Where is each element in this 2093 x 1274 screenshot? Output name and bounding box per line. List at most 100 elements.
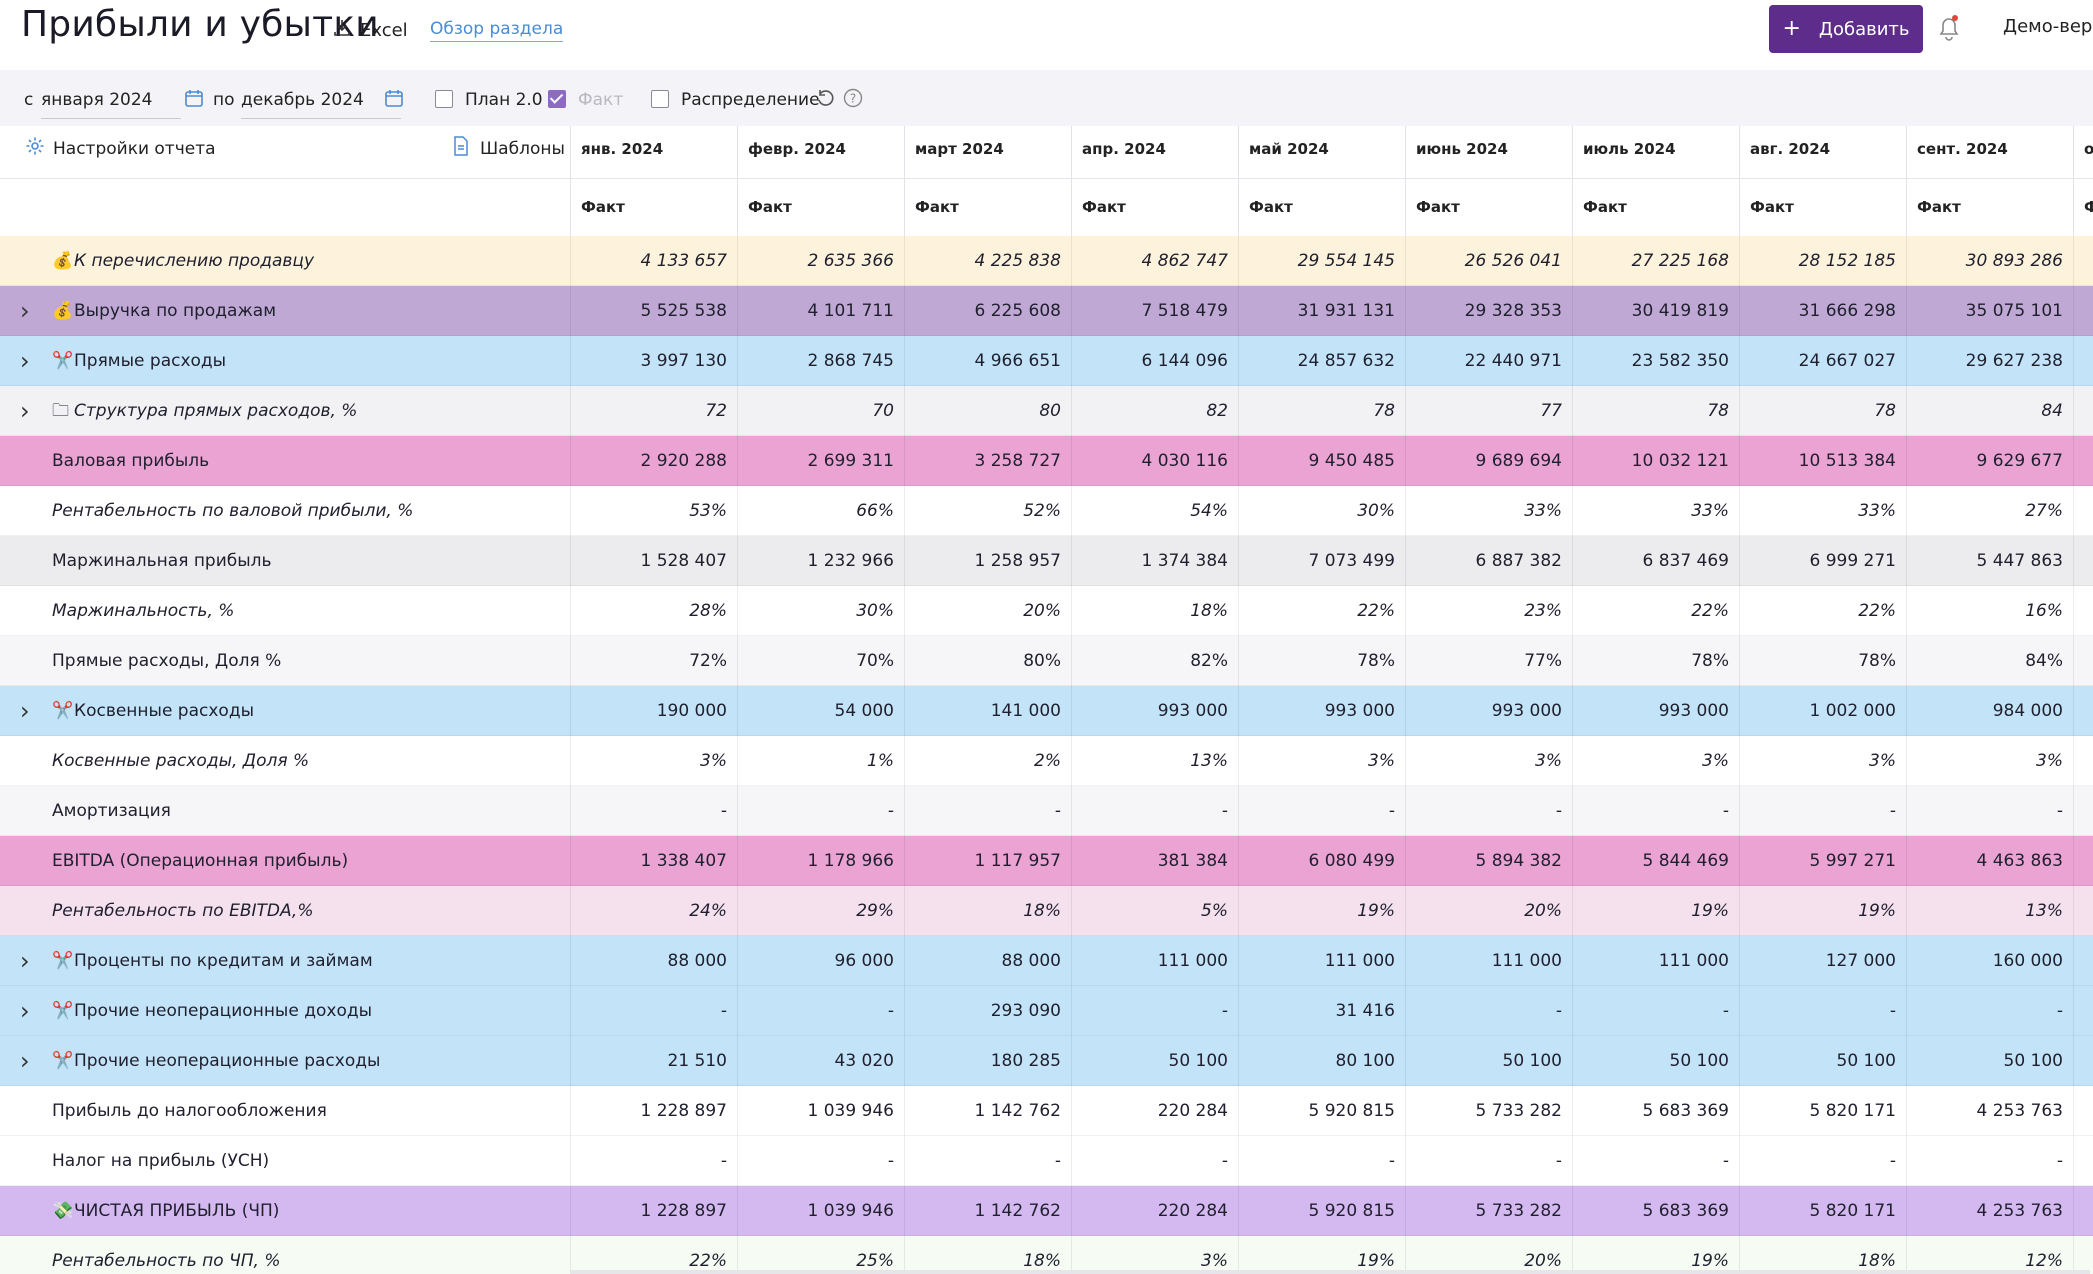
report-settings-button[interactable]: Настройки отчета — [25, 136, 216, 161]
table-row[interactable]: › ✂️Проценты по кредитам и займам 88 000 96… — [0, 936, 2093, 986]
table-cell[interactable]: 22% — [570, 1236, 737, 1274]
table-cell[interactable]: 30 893 286 — [1906, 236, 2073, 286]
demo-version-label[interactable]: Демо-верс — [2003, 16, 2093, 37]
table-cell[interactable]: 27% — [1906, 486, 2073, 536]
table-cell[interactable]: - — [1071, 986, 1238, 1036]
table-cell[interactable]: 29 627 238 — [1906, 336, 2073, 386]
table-cell[interactable]: - — [1739, 986, 1906, 1036]
table-cell[interactable]: 22% — [1739, 586, 1906, 636]
table-cell[interactable]: 1 178 966 — [737, 836, 904, 886]
table-cell[interactable]: 3% — [1405, 736, 1572, 786]
table-cell[interactable]: 7 073 499 — [1238, 536, 1405, 586]
table-cell[interactable]: 1 374 384 — [1071, 536, 1238, 586]
table-cell[interactable]: 4 253 763 — [1906, 1186, 2073, 1236]
table-cell[interactable]: - — [737, 786, 904, 836]
table-cell[interactable]: 1 338 407 — [570, 836, 737, 886]
table-cell[interactable]: 7 518 479 — [1071, 286, 1238, 336]
table-cell[interactable]: 220 284 — [1071, 1086, 1238, 1136]
reset-icon[interactable] — [815, 88, 835, 112]
table-cell[interactable]: 5 920 815 — [1238, 1186, 1405, 1236]
table-cell[interactable]: 72% — [570, 636, 737, 686]
table-cell[interactable]: 4 225 838 — [904, 236, 1071, 286]
table-cell[interactable]: - — [1071, 1136, 1238, 1186]
table-cell[interactable]: 78% — [1739, 636, 1906, 686]
table-cell[interactable]: - — [1906, 786, 2073, 836]
table-cell[interactable]: - — [570, 786, 737, 836]
table-cell[interactable]: 3% — [1071, 1236, 1238, 1274]
table-cell[interactable]: 10 032 121 — [1572, 436, 1739, 486]
table-cell[interactable]: - — [1739, 1136, 1906, 1186]
table-cell[interactable]: 26 526 041 — [1405, 236, 1572, 286]
table-cell[interactable]: - — [1572, 786, 1739, 836]
table-cell[interactable]: - — [1238, 1136, 1405, 1186]
table-cell[interactable]: - — [1238, 786, 1405, 836]
table-row[interactable]: › ✂️Прочие неоперационные доходы - -293 090… — [0, 986, 2093, 1036]
plan-checkbox[interactable] — [435, 90, 453, 108]
table-cell[interactable]: 25% — [737, 1236, 904, 1274]
table-cell[interactable]: 4 463 863 — [1906, 836, 2073, 886]
table-cell[interactable]: 50 100 — [1405, 1036, 1572, 1086]
table-cell[interactable]: 5 920 815 — [1238, 1086, 1405, 1136]
table-cell[interactable]: 50 100 — [1071, 1036, 1238, 1086]
table-cell[interactable]: 50 100 — [1739, 1036, 1906, 1086]
table-cell[interactable]: 84% — [1906, 636, 2073, 686]
table-cell[interactable]: 52% — [904, 486, 1071, 536]
table-cell[interactable]: 993 000 — [1238, 686, 1405, 736]
table-cell[interactable]: 220 284 — [1071, 1186, 1238, 1236]
table-cell[interactable]: 18% — [904, 1236, 1071, 1274]
table-cell[interactable]: 111 000 — [1071, 936, 1238, 986]
table-cell[interactable]: 22% — [1572, 586, 1739, 636]
table-cell[interactable]: 3% — [1739, 736, 1906, 786]
table-cell[interactable]: 19% — [1572, 886, 1739, 936]
table-cell[interactable]: 993 000 — [1572, 686, 1739, 736]
table-cell[interactable]: 190 000 — [570, 686, 737, 736]
table-cell[interactable]: 5 683 369 — [1572, 1186, 1739, 1236]
table-cell[interactable]: 33% — [1405, 486, 1572, 536]
table-cell[interactable]: 70% — [737, 636, 904, 686]
table-cell[interactable]: 50 100 — [1572, 1036, 1739, 1086]
table-cell[interactable]: 4 253 763 — [1906, 1086, 2073, 1136]
table-cell[interactable]: 3% — [570, 736, 737, 786]
table-cell[interactable]: 28 152 185 — [1739, 236, 1906, 286]
table-cell[interactable]: - — [1906, 986, 2073, 1036]
table-cell[interactable]: 2 699 311 — [737, 436, 904, 486]
distribution-checkbox[interactable] — [651, 90, 669, 108]
table-cell[interactable]: 1 002 000 — [1739, 686, 1906, 736]
table-row[interactable]: › ✂️Косвенные расходы 190 000 54 000 141 000… — [0, 686, 2093, 736]
table-cell[interactable]: 16% — [1906, 586, 2073, 636]
table-row[interactable]: › ✂️Прямые расходы 3 997 130 2 868 745 4 966… — [0, 336, 2093, 386]
table-cell[interactable]: 78% — [1572, 636, 1739, 686]
table-cell[interactable]: 80 100 — [1238, 1036, 1405, 1086]
table-cell[interactable]: 27 225 168 — [1572, 236, 1739, 286]
table-cell[interactable]: 6 837 469 — [1572, 536, 1739, 586]
table-cell[interactable]: 5% — [1071, 886, 1238, 936]
notifications-bell-icon[interactable] — [1935, 13, 1963, 47]
table-cell[interactable]: - — [904, 786, 1071, 836]
table-cell[interactable]: 78 — [1572, 386, 1739, 436]
table-cell[interactable]: 77 — [1405, 386, 1572, 436]
table-cell[interactable]: 111 000 — [1572, 936, 1739, 986]
table-cell[interactable]: 5 447 863 — [1906, 536, 2073, 586]
table-cell[interactable]: 70 — [737, 386, 904, 436]
table-cell[interactable]: 10 513 384 — [1739, 436, 1906, 486]
date-to-input[interactable]: декабрь 2024 — [241, 90, 401, 119]
table-row[interactable]: › ✂️Прочие неоперационные расходы 21 510 43… — [0, 1036, 2093, 1086]
table-cell[interactable]: 111 000 — [1238, 936, 1405, 986]
table-cell[interactable]: 20% — [1405, 1236, 1572, 1274]
table-cell[interactable]: 5 683 369 — [1572, 1086, 1739, 1136]
table-cell[interactable]: 22 440 971 — [1405, 336, 1572, 386]
table-cell[interactable]: 381 384 — [1071, 836, 1238, 886]
table-cell[interactable]: 2 868 745 — [737, 336, 904, 386]
table-cell[interactable]: 72 — [570, 386, 737, 436]
table-cell[interactable]: 9 629 677 — [1906, 436, 2073, 486]
table-cell[interactable]: - — [904, 1136, 1071, 1186]
table-cell[interactable]: 1 258 957 — [904, 536, 1071, 586]
table-cell[interactable]: 5 820 171 — [1739, 1086, 1906, 1136]
table-cell[interactable]: 3 258 727 — [904, 436, 1071, 486]
table-cell[interactable]: 2 635 366 — [737, 236, 904, 286]
table-cell[interactable]: 1 232 966 — [737, 536, 904, 586]
calendar-from-icon[interactable] — [184, 88, 204, 112]
table-cell[interactable]: 160 000 — [1906, 936, 2073, 986]
table-cell[interactable]: 66% — [737, 486, 904, 536]
table-cell[interactable]: 3% — [1906, 736, 2073, 786]
